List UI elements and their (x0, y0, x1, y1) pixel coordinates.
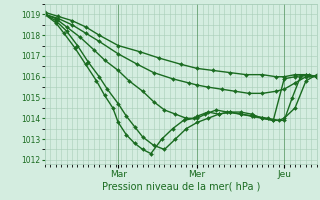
X-axis label: Pression niveau de la mer( hPa ): Pression niveau de la mer( hPa ) (102, 181, 260, 191)
